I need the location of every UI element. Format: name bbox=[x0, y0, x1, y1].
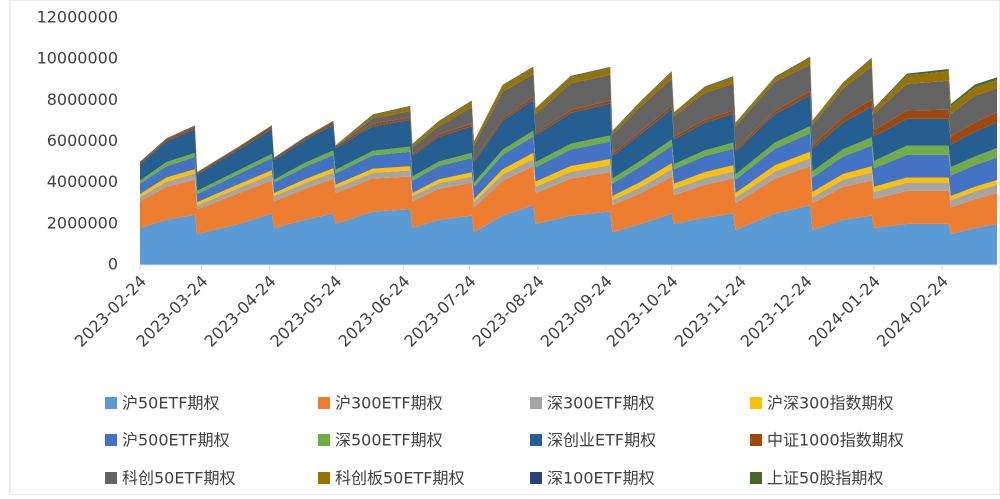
y-tick-label: 12000000 bbox=[37, 8, 118, 27]
area bbox=[140, 64, 997, 173]
legend-label: 中证1000指数期权 bbox=[767, 431, 904, 450]
legend-label: 上证50股指期权 bbox=[767, 469, 883, 488]
legend-label: 沪300ETF期权 bbox=[335, 394, 443, 413]
legend-swatch bbox=[318, 397, 330, 409]
legend-swatch bbox=[750, 434, 762, 446]
legend-swatch bbox=[318, 472, 330, 484]
y-tick-label: 8000000 bbox=[47, 90, 118, 109]
area bbox=[140, 95, 997, 191]
y-tick-label: 4000000 bbox=[47, 172, 118, 191]
y-tick-label: 10000000 bbox=[37, 49, 118, 68]
y-tick-label: 0 bbox=[108, 255, 118, 274]
legend-label: 科创板50ETF期权 bbox=[335, 469, 464, 488]
area bbox=[140, 157, 997, 210]
legend-label: 深100ETF期权 bbox=[547, 469, 655, 488]
legend-swatch bbox=[105, 434, 117, 446]
legend-swatch bbox=[318, 434, 330, 446]
legend-swatch bbox=[105, 397, 117, 409]
y-tick-label: 2000000 bbox=[47, 213, 118, 232]
legend-swatch bbox=[750, 397, 762, 409]
legend-label: 沪50ETF期权 bbox=[122, 394, 219, 413]
area bbox=[140, 151, 997, 206]
area bbox=[140, 166, 997, 235]
legend-swatch bbox=[530, 472, 542, 484]
y-tick-label: 6000000 bbox=[47, 131, 118, 150]
legend-label: 沪深300指数期权 bbox=[767, 394, 894, 413]
area bbox=[140, 133, 997, 203]
legend-label: 沪500ETF期权 bbox=[122, 431, 230, 450]
legend-label: 深300ETF期权 bbox=[547, 394, 655, 413]
legend-label: 深500ETF期权 bbox=[335, 431, 443, 450]
legend-swatch bbox=[530, 434, 542, 446]
area bbox=[140, 126, 997, 194]
legend-label: 科创50ETF期权 bbox=[122, 469, 235, 488]
legend-swatch bbox=[750, 472, 762, 484]
legend-swatch bbox=[530, 397, 542, 409]
legend-swatch bbox=[105, 472, 117, 484]
plot-area bbox=[140, 56, 997, 265]
area bbox=[140, 205, 997, 265]
legend-label: 深创业ETF期权 bbox=[547, 431, 656, 450]
area bbox=[140, 58, 997, 173]
